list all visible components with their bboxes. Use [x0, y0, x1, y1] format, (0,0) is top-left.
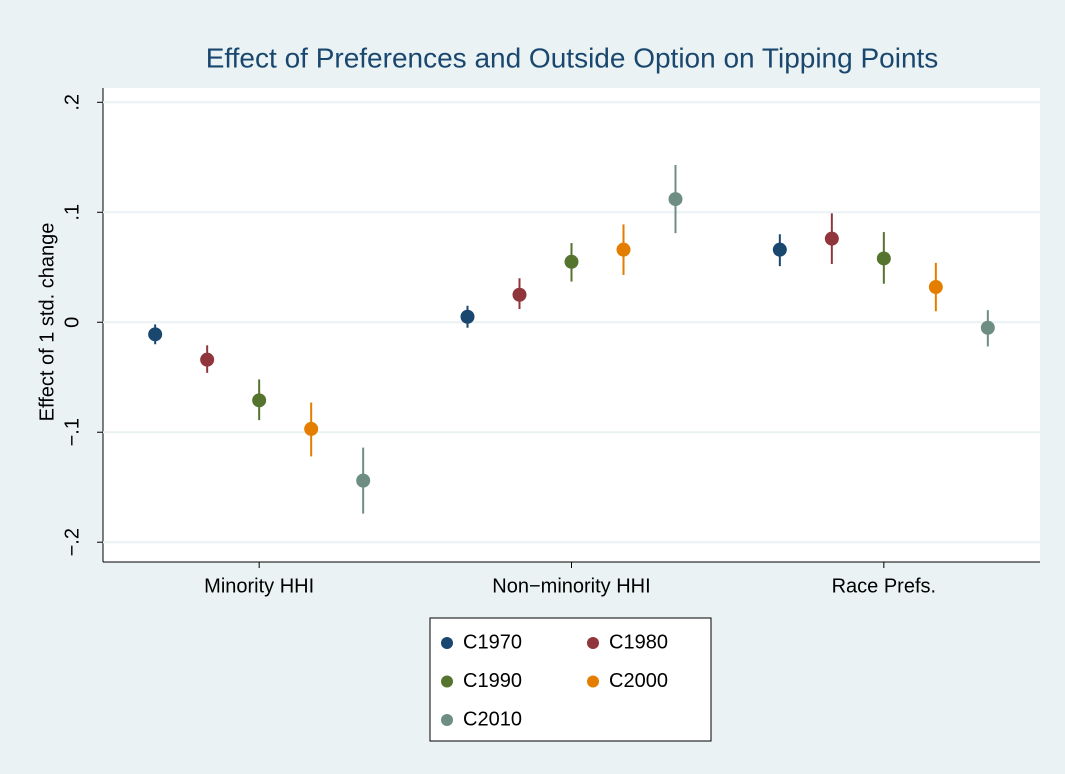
x-tick-label: Non−minority HHI [492, 575, 650, 597]
y-tick-label: .2 [61, 94, 83, 111]
legend-swatch [587, 637, 599, 649]
y-axis-label: Effect of 1 std. change [36, 223, 58, 422]
y-tick-label: −.2 [61, 528, 83, 556]
dot [200, 352, 215, 367]
legend-label: C1980 [609, 631, 668, 653]
legend-label: C1990 [463, 670, 522, 692]
y-tick-label: 0 [61, 317, 83, 328]
dot [980, 320, 995, 335]
dot [512, 287, 527, 302]
dot [616, 242, 631, 257]
chart-title: Effect of Preferences and Outside Option… [206, 42, 939, 73]
legend-swatch [587, 675, 599, 688]
dot [668, 192, 683, 207]
dot [460, 309, 475, 324]
dot [876, 251, 891, 266]
dot [928, 280, 943, 295]
y-tick-label: −.1 [61, 418, 83, 446]
legend-label: C2000 [609, 670, 668, 692]
legend-swatch [441, 637, 453, 649]
x-tick-label: Minority HHI [204, 575, 314, 597]
dot [564, 254, 579, 269]
dot [824, 231, 839, 246]
dot [356, 473, 371, 488]
legend-swatch [441, 675, 453, 688]
x-tick-label: Race Prefs. [832, 575, 936, 597]
dot [148, 327, 163, 342]
legend-label: C1970 [463, 631, 522, 653]
dot [772, 242, 787, 257]
dot [304, 421, 319, 436]
legend-label: C2010 [463, 708, 522, 730]
y-tick-label: .1 [61, 204, 83, 221]
legend-box [429, 617, 712, 742]
dot [252, 393, 267, 408]
plot-area [103, 88, 1040, 562]
legend-swatch [441, 714, 453, 726]
